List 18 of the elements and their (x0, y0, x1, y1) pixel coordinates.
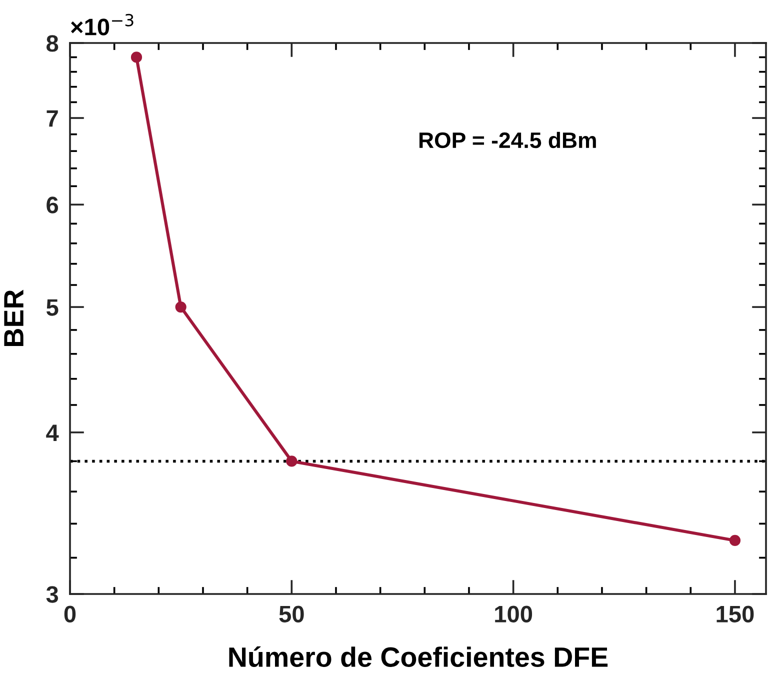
x-tick-label: 100 (495, 606, 532, 622)
y-tick-label: 6 (46, 196, 58, 214)
y-tick-label: 4 (46, 424, 59, 441)
y-tick-label: 3 (46, 586, 58, 603)
point (130, 52, 142, 63)
y-tick-label: 7 (46, 110, 58, 127)
x-tick-label: 50 (279, 606, 304, 622)
x-tick-label: 0 (64, 606, 76, 622)
y-axis-title: BER (4, 290, 24, 346)
point (286, 456, 298, 467)
y-tick-label: 5 (46, 299, 58, 316)
x-tick-label: 150 (716, 606, 754, 622)
point (729, 534, 741, 546)
text: ×10$^{−3}$ (70, 14, 134, 36)
point (175, 301, 186, 313)
x-axis-title: Número de Coeficientes DFE (229, 646, 608, 667)
annotation: ROP = -24.5 dBm (419, 132, 596, 148)
y-tick-label: 8 (46, 35, 58, 52)
